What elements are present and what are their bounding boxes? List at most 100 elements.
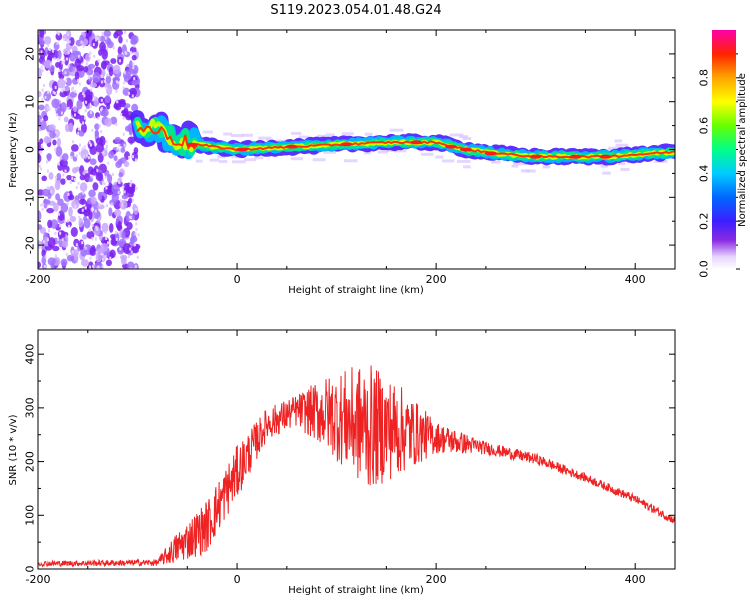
noise-speck: [82, 92, 85, 96]
noise-blob: [65, 221, 72, 228]
noise-blob: [71, 144, 79, 152]
noise-blob: [99, 41, 106, 52]
noise-speck: [130, 51, 133, 55]
noise-speck: [82, 154, 85, 158]
noise-speck: [105, 140, 108, 144]
halo-speck: [232, 160, 246, 164]
noise-blob: [125, 69, 132, 76]
noise-speck: [88, 76, 91, 80]
halo-speck: [325, 133, 335, 137]
noise-blob: [52, 139, 57, 146]
noise-blob: [55, 61, 61, 68]
noise-speck: [91, 223, 94, 227]
ridge-peak: [285, 144, 298, 149]
noise-speck: [95, 250, 98, 254]
noise-speck: [74, 89, 77, 93]
halo-speck: [219, 160, 228, 164]
noise-blob: [86, 230, 95, 239]
noise-speck: [93, 54, 96, 58]
halo-speck: [513, 162, 527, 166]
noise-blob: [108, 222, 114, 233]
noise-blob: [98, 49, 103, 56]
spectral-ridge: [136, 125, 675, 159]
noise-speck: [84, 116, 87, 120]
noise-blob: [44, 36, 52, 45]
noise-speck: [118, 143, 121, 147]
noise-speck: [133, 243, 136, 247]
noise-speck: [122, 116, 125, 120]
noise-blob: [108, 150, 115, 159]
noise-blob: [113, 32, 119, 39]
halo-speck: [266, 138, 274, 142]
noise-blob: [131, 79, 139, 86]
noise-speck: [57, 58, 60, 62]
noise-speck: [40, 65, 43, 69]
noise-speck: [125, 39, 128, 43]
noise-speck: [89, 143, 92, 147]
noise-speck: [110, 202, 113, 206]
noise-blob: [105, 75, 112, 84]
noise-blob: [108, 207, 113, 217]
noise-speck: [54, 148, 57, 152]
halo-speck: [230, 134, 244, 138]
noise-speck: [123, 81, 126, 85]
noise-blob: [42, 199, 51, 205]
noise-speck: [101, 265, 104, 269]
noise-blob: [70, 227, 78, 238]
noise-speck: [127, 255, 130, 259]
noise-blob: [108, 66, 114, 77]
x-tick-label: 0: [234, 573, 241, 586]
noise-blob: [95, 142, 104, 154]
noise-speck: [78, 82, 81, 86]
noise-blob: [83, 66, 89, 73]
x-tick-label: 0: [234, 273, 241, 286]
halo-speck: [526, 169, 536, 173]
noise-speck: [39, 245, 42, 249]
noise-speck: [66, 38, 69, 42]
noise-blob: [69, 52, 77, 62]
noise-blob: [63, 116, 69, 123]
noise-blob: [112, 76, 121, 83]
halo-speck: [344, 159, 358, 163]
noise-speck: [123, 190, 126, 194]
noise-speck: [82, 191, 85, 195]
noise-blob: [38, 104, 45, 111]
halo-speck: [449, 133, 464, 137]
noise-speck: [68, 224, 71, 228]
noise-blob: [89, 82, 98, 88]
noise-speck: [133, 44, 136, 48]
halo-speck: [542, 165, 551, 169]
noise-speck: [115, 122, 118, 126]
noise-speck: [80, 40, 83, 44]
y-tick-label: 100: [24, 505, 37, 526]
noise-speck: [41, 144, 44, 148]
noise-speck: [122, 86, 125, 90]
noise-speck: [88, 141, 91, 145]
noise-blob: [113, 102, 120, 110]
noise-blob: [69, 91, 77, 98]
noise-speck: [62, 173, 65, 177]
snr-series-line: [38, 365, 675, 568]
ridge-peak: [459, 147, 472, 152]
noise-speck: [61, 238, 64, 242]
halo-speck: [275, 139, 288, 143]
noise-speck: [128, 155, 131, 159]
noise-speck: [100, 80, 103, 84]
halo-speck: [456, 159, 471, 163]
spectrogram-y-label: Frequency (Hz): [8, 112, 19, 188]
noise-speck: [54, 130, 57, 134]
noise-blob: [100, 242, 109, 252]
noise-speck: [76, 154, 79, 158]
noise-speck: [63, 38, 66, 42]
snr-frame: [37, 329, 676, 570]
noise-speck: [131, 94, 134, 98]
noise-blob: [101, 222, 109, 233]
noise-blob: [93, 96, 99, 108]
noise-speck: [73, 178, 76, 182]
halo-speck: [600, 164, 608, 168]
noise-blob: [38, 153, 42, 164]
noise-blob: [48, 124, 56, 131]
noise-blob: [110, 238, 118, 246]
x-tick-label: 200: [426, 573, 447, 586]
